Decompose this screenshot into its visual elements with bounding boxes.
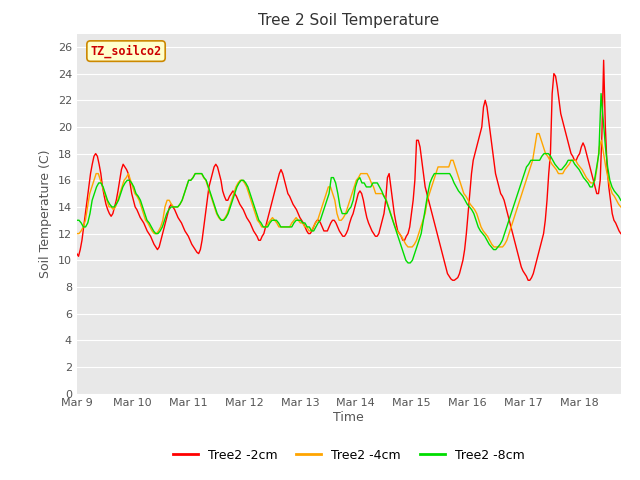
Title: Tree 2 Soil Temperature: Tree 2 Soil Temperature <box>258 13 440 28</box>
Text: TZ_soilco2: TZ_soilco2 <box>90 44 162 58</box>
Legend: Tree2 -2cm, Tree2 -4cm, Tree2 -8cm: Tree2 -2cm, Tree2 -4cm, Tree2 -8cm <box>168 444 529 467</box>
X-axis label: Time: Time <box>333 410 364 423</box>
Y-axis label: Soil Temperature (C): Soil Temperature (C) <box>39 149 52 278</box>
